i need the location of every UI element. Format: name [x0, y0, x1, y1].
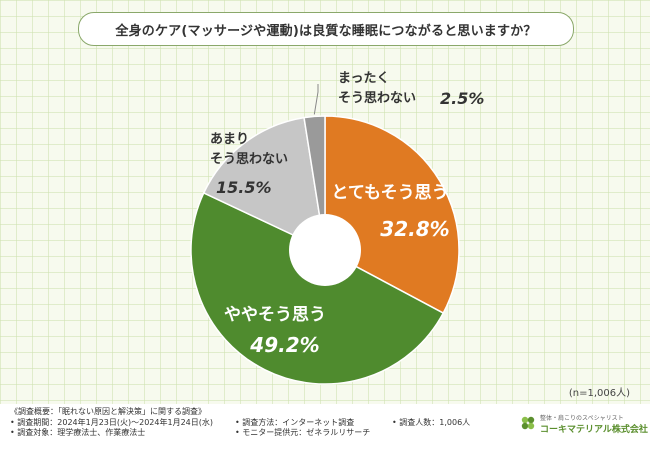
slice-label-2-line-0: あまり	[210, 132, 249, 147]
company-logo: 整体・肩こりのスペシャリスト コーキマテリアル株式会社	[520, 413, 648, 437]
slice-value-3: 2.5%	[440, 89, 484, 108]
slice-label-3-line-0: まったく	[338, 71, 389, 86]
slice-value-1: 49.2%	[249, 333, 319, 357]
survey-period: • 調査期間：2024年1月23日(火)～2024年1月24日(水)	[10, 417, 214, 427]
slice-label-2-line-1: そう思わない	[210, 152, 288, 167]
logo-company-name: コーキマテリアル株式会社	[540, 425, 648, 435]
donut-hole	[289, 214, 361, 286]
sample-size-label: (n=1,006人)	[568, 388, 630, 399]
survey-method: • 調査方法：インターネット調査	[235, 417, 355, 427]
pie-slice-2	[202, 116, 326, 252]
survey-provider: • モニター提供元：ゼネラルリサーチ	[235, 428, 371, 437]
chart-title: 全身のケア(マッサージや運動)は良質な睡眠につながると思いますか？	[115, 23, 537, 39]
slice-label-0: とてもそう思う	[331, 183, 448, 203]
survey-target: • 調査対象：理学療法士、作業療法士	[10, 428, 146, 437]
slice-value-2: 15.5%	[216, 178, 272, 197]
footer-col-3: • 調査人数：1,006人	[392, 418, 470, 429]
pie-slice-1	[190, 191, 445, 385]
leader-line-3	[313, 84, 319, 115]
leaf-logo-icon	[521, 416, 535, 430]
donut-chart: とてもそう思う32.8%ややそう思う49.2%あまりそう思わない15.5%まった…	[190, 71, 484, 385]
footer-col-1: 《調査概要：「眠れない原因と解決策」に関する調査》 • 調査期間：2024年1月…	[10, 407, 213, 439]
slice-label-1: ややそう思う	[224, 305, 326, 325]
logo-tagline: 整体・肩こりのスペシャリスト	[540, 415, 624, 422]
survey-footer: 《調査概要：「眠れない原因と解決策」に関する調査》 • 調査期間：2024年1月…	[0, 404, 650, 450]
survey-heading: 《調査概要：「眠れない原因と解決策」に関する調査》	[10, 407, 206, 416]
chart-title-box: 全身のケア(マッサージや運動)は良質な睡眠につながると思いますか？	[78, 12, 574, 46]
slice-label-3-line-1: そう思わない	[338, 91, 416, 106]
footer-col-2: • 調査方法：インターネット調査 • モニター提供元：ゼネラルリサーチ	[235, 418, 370, 439]
pie-slice-0	[324, 115, 460, 315]
survey-count: • 調査人数：1,006人	[392, 417, 471, 427]
slice-value-0: 32.8%	[380, 217, 449, 241]
